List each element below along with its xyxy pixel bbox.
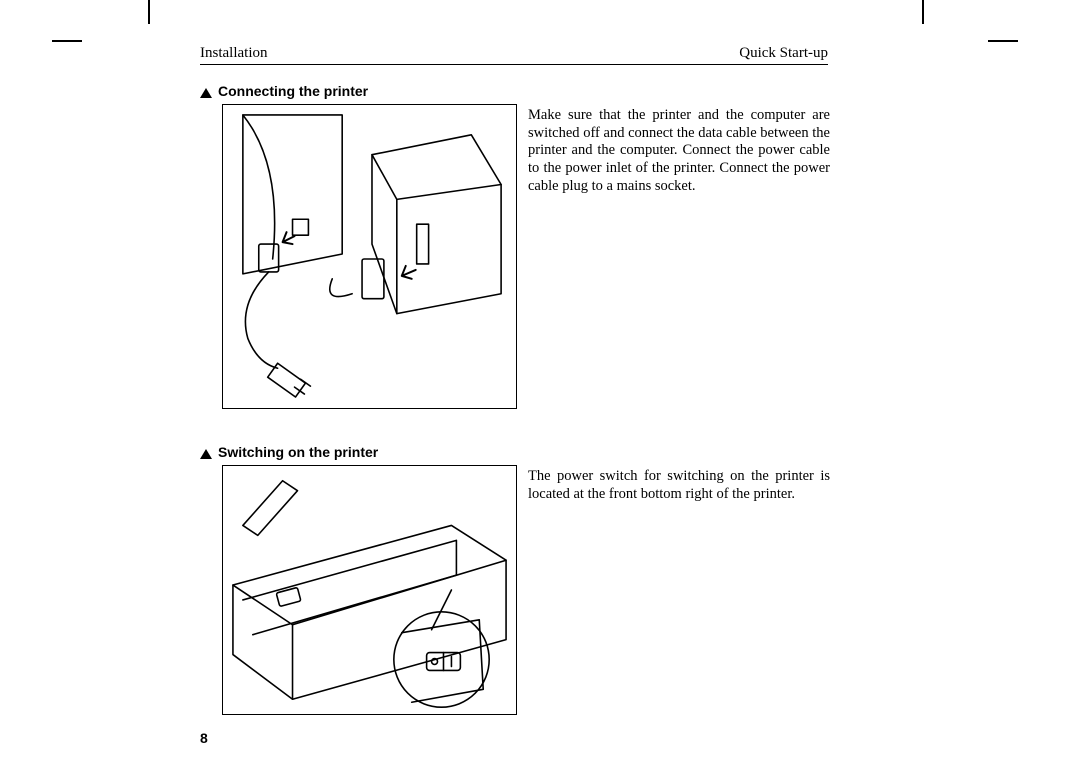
figure-connecting-printer: [222, 104, 517, 409]
section-paragraph-2: The power switch for switching on the pr…: [528, 468, 830, 503]
header-right: Quick Start-up: [739, 45, 828, 62]
section-heading-1: Connecting the printer: [200, 83, 368, 101]
section-paragraph-1: Make sure that the printer and the compu…: [528, 107, 830, 195]
crop-mark: [148, 0, 150, 24]
crop-mark: [52, 40, 82, 42]
arrow-icon: [200, 446, 212, 461]
header-left: Installation: [200, 45, 268, 62]
page-header: Installation Quick Start-up: [200, 45, 828, 65]
arrow-icon: [200, 85, 212, 100]
page-number: 8: [200, 730, 208, 746]
document-page: Installation Quick Start-up Connecting t…: [0, 0, 1080, 763]
printer-cable-illustration: [223, 104, 516, 409]
figure-switching-on: [222, 465, 517, 715]
section-title: Switching on the printer: [218, 444, 378, 460]
crop-mark: [988, 40, 1018, 42]
section-heading-2: Switching on the printer: [200, 444, 378, 462]
section-title: Connecting the printer: [218, 83, 368, 99]
printer-switch-illustration: [223, 465, 516, 715]
crop-mark: [922, 0, 924, 24]
